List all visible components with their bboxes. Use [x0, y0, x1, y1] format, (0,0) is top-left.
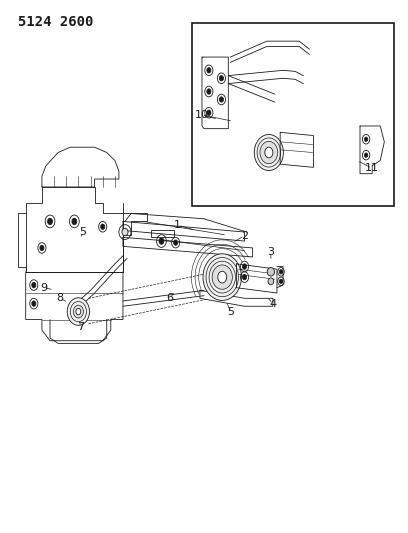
- Ellipse shape: [279, 279, 283, 284]
- Text: 2: 2: [241, 231, 248, 241]
- Text: 3: 3: [267, 247, 274, 257]
- Bar: [151, 230, 174, 237]
- Ellipse shape: [242, 274, 246, 280]
- Ellipse shape: [32, 301, 36, 306]
- Ellipse shape: [73, 305, 84, 318]
- Ellipse shape: [242, 264, 246, 269]
- Ellipse shape: [101, 224, 105, 229]
- Text: 10: 10: [195, 110, 209, 120]
- Ellipse shape: [364, 137, 368, 141]
- Ellipse shape: [212, 265, 233, 289]
- Ellipse shape: [67, 298, 89, 325]
- Ellipse shape: [254, 134, 284, 171]
- Text: 9: 9: [40, 282, 47, 293]
- Ellipse shape: [48, 218, 53, 224]
- Ellipse shape: [207, 110, 211, 115]
- Text: 7: 7: [77, 322, 84, 333]
- Ellipse shape: [268, 278, 274, 285]
- Text: 5: 5: [227, 306, 234, 317]
- Ellipse shape: [72, 218, 77, 224]
- Ellipse shape: [207, 89, 211, 94]
- Ellipse shape: [364, 153, 368, 157]
- Ellipse shape: [122, 228, 128, 236]
- Ellipse shape: [203, 254, 242, 301]
- Text: 5: 5: [79, 227, 86, 237]
- Text: 1: 1: [174, 220, 181, 230]
- Text: 11: 11: [365, 164, 379, 173]
- Text: 5124 2600: 5124 2600: [18, 14, 93, 29]
- Bar: [192, 22, 395, 206]
- Text: 4: 4: [269, 298, 277, 309]
- Ellipse shape: [218, 271, 227, 283]
- Ellipse shape: [40, 245, 44, 251]
- Ellipse shape: [32, 282, 36, 288]
- Ellipse shape: [267, 268, 275, 276]
- Ellipse shape: [76, 309, 81, 315]
- Ellipse shape: [260, 141, 278, 164]
- Ellipse shape: [159, 238, 164, 244]
- Ellipse shape: [174, 240, 177, 245]
- Ellipse shape: [220, 97, 224, 102]
- Ellipse shape: [265, 147, 273, 158]
- Text: 8: 8: [57, 293, 64, 303]
- Text: 6: 6: [166, 293, 173, 303]
- Ellipse shape: [207, 68, 211, 73]
- Ellipse shape: [279, 270, 283, 274]
- Ellipse shape: [220, 76, 224, 81]
